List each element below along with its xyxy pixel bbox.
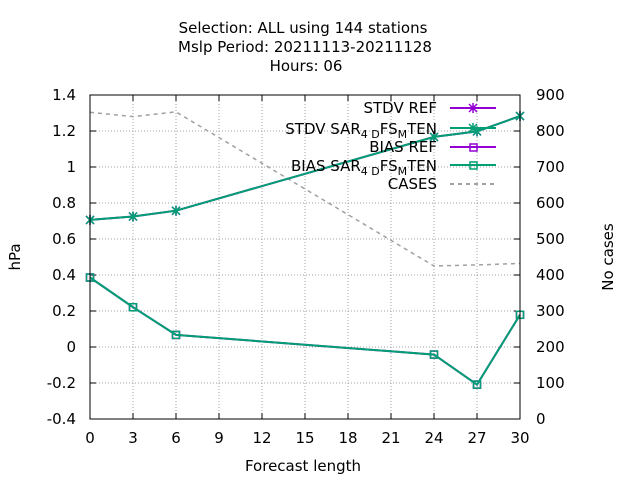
legend-label-stdv-ref: STDV REF	[363, 99, 437, 117]
chart-title-line-2: Mslp Period: 20211113-20211128	[178, 38, 432, 56]
data-point-bias-sar4dfsmten	[171, 330, 181, 340]
y2-axis-label: No cases	[599, 223, 617, 291]
y2-tick-label: 500	[536, 230, 565, 248]
y-tick-label: 0.6	[52, 230, 76, 248]
y-tick-label: -0.2	[47, 374, 76, 392]
tick-labels: 0 3 6 9 12 15 18 21 24 27 30 -0.4 -0.2 0 0.2 0.4 0.6 0.8 1…	[47, 86, 565, 447]
y-tick-label: 1.4	[52, 86, 76, 104]
y2-tick-label: 100	[536, 374, 565, 392]
legend-label-stdv-sar-sub2: M	[398, 128, 408, 141]
legend-label-stdv-sar-end: TEN	[406, 120, 437, 138]
x-tick-label: 9	[214, 429, 224, 447]
legend-label-bias-sar-sub2: M	[398, 165, 408, 178]
y2-tick-label: 700	[536, 158, 565, 176]
x-tick-label: 3	[128, 429, 138, 447]
legend-entry-cases: CASES	[388, 175, 496, 193]
x-tick-label: 24	[424, 429, 443, 447]
y2-tick-label: 300	[536, 302, 565, 320]
legend-entry-stdv-ref: STDV REF	[363, 99, 496, 117]
y-tick-label: 0.4	[52, 266, 76, 284]
x-tick-label: 30	[510, 429, 529, 447]
x-axis-label: Forecast length	[245, 457, 361, 475]
legend-marker-stdv-sar	[468, 123, 478, 133]
x-tick-label: 12	[252, 429, 271, 447]
legend-label-bias-sar-end: TEN	[406, 157, 437, 175]
data-point-stdv-sar4dfsmten	[429, 131, 439, 142]
legend-marker-bias-sar	[469, 161, 478, 170]
data-point-bias-sar4dfsmten	[128, 302, 138, 312]
series-line-bias-sar4dfsmten	[89, 276, 521, 387]
legend-label-cases: CASES	[388, 175, 437, 193]
data-point-bias-sar4dfsmten	[472, 380, 482, 389]
y-tick-label: -0.4	[47, 410, 76, 428]
legend-marker-bias-ref	[469, 143, 478, 152]
x-tick-label: 18	[338, 429, 357, 447]
y2-tick-label: 400	[536, 266, 565, 284]
y-tick-label: 0.2	[52, 302, 76, 320]
legend-marker-stdv-ref	[468, 103, 478, 113]
legend-entry-bias-sar: BIAS SAR4 DFSMTEN	[291, 157, 496, 178]
y-tick-label: 1.2	[52, 122, 76, 140]
chart-title: Selection: ALL using 144 stations Mslp P…	[178, 19, 432, 75]
y-axis-label: hPa	[6, 243, 24, 270]
legend-entry-stdv-sar: STDV SAR4 DFSMTEN	[285, 120, 496, 141]
data-point-bias-sar4dfsmten	[429, 350, 439, 359]
legend-label-stdv-sar-mid: FS	[380, 120, 398, 138]
legend-label-bias-sar-sub1: 4 D	[361, 165, 380, 178]
y2-tick-label: 900	[536, 86, 565, 104]
legend-label-bias-sar-mid: FS	[380, 157, 398, 175]
data-point-stdv-sar4dfsmten	[171, 205, 181, 216]
y2-tick-label: 600	[536, 194, 565, 212]
chart-title-line-1: Selection: ALL using 144 stations	[179, 19, 428, 37]
legend: STDV REF STDV SAR4 DFSMTEN BIAS REF BIAS…	[285, 99, 496, 193]
x-tick-label: 15	[295, 429, 314, 447]
legend-label-stdv-sar: STDV SAR4 DFSMTEN	[285, 120, 437, 141]
y-tick-label: 1	[66, 158, 76, 176]
chart-title-line-3: Hours: 06	[270, 57, 343, 75]
x-tick-label: 0	[85, 429, 95, 447]
y-tick-label: 0.8	[52, 194, 76, 212]
legend-label-bias-sar-a: BIAS SAR	[291, 157, 361, 175]
data-point-stdv-sar4dfsmten	[128, 211, 138, 222]
y2-tick-label: 0	[536, 410, 546, 428]
x-tick-label: 21	[381, 429, 400, 447]
y2-tick-label: 800	[536, 122, 565, 140]
legend-entry-bias-ref: BIAS REF	[369, 138, 496, 156]
legend-label-bias-sar: BIAS SAR4 DFSMTEN	[291, 157, 437, 178]
legend-label-stdv-sar-sub1: 4 D	[361, 128, 380, 141]
legend-label-bias-ref: BIAS REF	[369, 138, 437, 156]
plot-border	[89, 94, 521, 420]
x-tick-label: 27	[467, 429, 486, 447]
y2-tick-label: 200	[536, 338, 565, 356]
legend-label-stdv-sar-a: STDV SAR	[285, 120, 360, 138]
y-tick-label: 0	[66, 338, 76, 356]
x-tick-label: 6	[171, 429, 181, 447]
